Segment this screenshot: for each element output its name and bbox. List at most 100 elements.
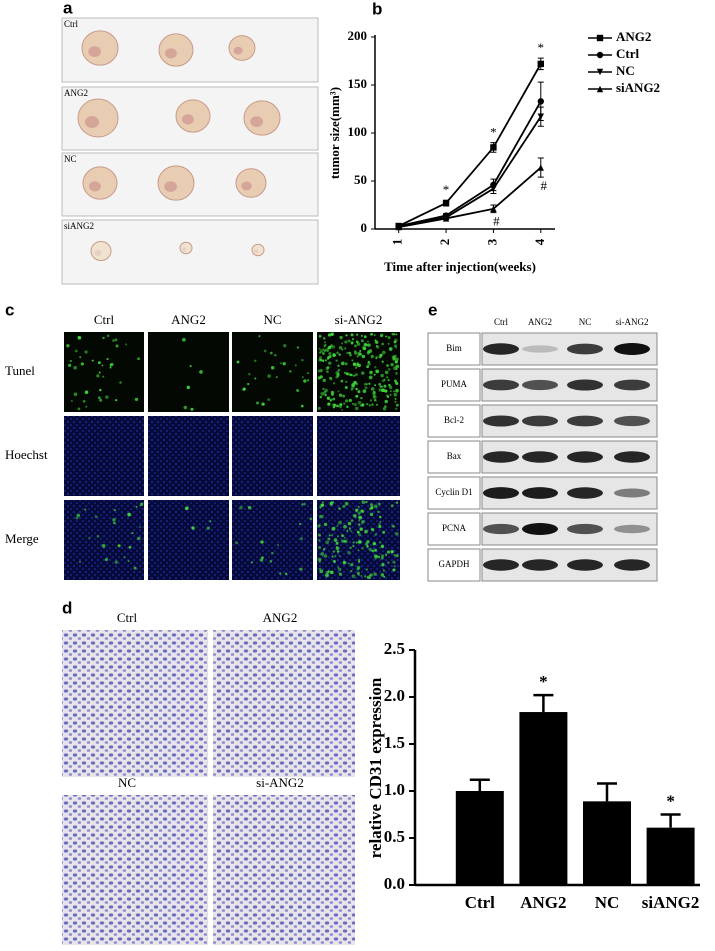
stain-dot bbox=[368, 404, 371, 407]
stain-dot bbox=[332, 560, 336, 563]
stain-dot bbox=[374, 384, 377, 387]
band bbox=[614, 524, 650, 534]
stain-dot bbox=[393, 392, 398, 397]
stain-dot bbox=[389, 390, 392, 393]
stain-dot bbox=[347, 339, 351, 343]
stain-dot bbox=[332, 353, 336, 357]
bar bbox=[519, 712, 568, 885]
stain-dot bbox=[369, 370, 373, 374]
stain-dot bbox=[319, 506, 322, 509]
stain-dot bbox=[256, 401, 260, 405]
stain-dot bbox=[347, 521, 352, 526]
stain-dot bbox=[395, 403, 399, 407]
stain-dot bbox=[337, 566, 340, 569]
stain-dot bbox=[380, 556, 384, 560]
stain-dot bbox=[332, 550, 335, 553]
tumor-spot bbox=[88, 181, 101, 192]
stain-dot bbox=[318, 567, 322, 571]
stain-dot bbox=[326, 370, 329, 374]
stain-dot bbox=[104, 558, 109, 562]
stain-dot bbox=[342, 394, 346, 398]
stain-dot bbox=[347, 562, 350, 565]
stain-dot bbox=[354, 373, 358, 377]
stain-dot bbox=[275, 376, 278, 379]
stain-dot bbox=[395, 333, 398, 336]
stain-dot bbox=[319, 514, 322, 518]
stain-dot bbox=[298, 522, 301, 526]
stain-dot bbox=[98, 396, 101, 400]
stain-dot bbox=[353, 514, 357, 518]
stain-dot bbox=[368, 349, 373, 353]
stain-dot bbox=[323, 554, 328, 558]
stain-dot bbox=[378, 355, 382, 359]
marker bbox=[490, 205, 497, 213]
stain-dot bbox=[99, 388, 102, 392]
stain-dot bbox=[329, 571, 332, 574]
stain-dot bbox=[342, 560, 347, 565]
stain-dot bbox=[366, 340, 369, 343]
stain-dot bbox=[395, 532, 399, 536]
band bbox=[614, 488, 650, 498]
stain-dot bbox=[344, 347, 347, 350]
column-label: si-ANG2 bbox=[335, 312, 383, 327]
row-label: Bax bbox=[447, 451, 462, 461]
stain-dot bbox=[342, 504, 346, 509]
series-line bbox=[398, 100, 542, 227]
micrograph bbox=[232, 500, 313, 580]
stain-dot bbox=[318, 533, 321, 537]
row-label: Tunel bbox=[5, 363, 35, 378]
stain-dot bbox=[368, 547, 372, 552]
stain-dot bbox=[338, 345, 343, 350]
stain-dot bbox=[115, 344, 119, 348]
tumor bbox=[228, 35, 256, 61]
stain-dot bbox=[134, 397, 139, 402]
stain-dot bbox=[337, 390, 340, 393]
marker bbox=[537, 60, 544, 68]
stain-dot bbox=[248, 372, 251, 376]
marker bbox=[537, 98, 544, 105]
stain-dot bbox=[127, 560, 130, 563]
band bbox=[522, 451, 558, 463]
panel-letter: e bbox=[428, 300, 437, 319]
stain-dot bbox=[353, 374, 355, 377]
stain-dot bbox=[283, 344, 287, 348]
stain-dot bbox=[379, 515, 382, 519]
ihc-image bbox=[62, 795, 208, 945]
row-label: Merge bbox=[5, 531, 39, 546]
stain-dot bbox=[279, 362, 282, 365]
label-box bbox=[427, 512, 481, 546]
bar bbox=[455, 791, 504, 885]
stain-dot bbox=[392, 357, 396, 361]
stain-dot bbox=[68, 363, 72, 367]
stain-dot bbox=[360, 574, 363, 577]
stain-dot bbox=[182, 337, 186, 342]
stain-dot bbox=[123, 556, 126, 559]
stain-dot bbox=[378, 523, 380, 525]
row-label: PCNA bbox=[442, 523, 467, 533]
stain-dot bbox=[289, 370, 292, 373]
stain-dot bbox=[364, 529, 368, 534]
stain-dot bbox=[395, 554, 399, 558]
stain-dot bbox=[356, 530, 360, 534]
stain-dot bbox=[364, 386, 368, 390]
stain-dot bbox=[299, 567, 303, 571]
band bbox=[614, 379, 650, 391]
stain-dot bbox=[274, 353, 277, 357]
panel-a: a bbox=[63, 0, 73, 17]
tumor-spot bbox=[164, 181, 177, 193]
stain-dot bbox=[358, 519, 361, 522]
stain-dot bbox=[394, 354, 397, 357]
marker bbox=[596, 85, 604, 93]
stain-dot bbox=[320, 391, 325, 396]
y-tick-label: 2.0 bbox=[384, 686, 405, 705]
stain-dot bbox=[348, 398, 352, 403]
stain-dot bbox=[393, 340, 397, 344]
stain-dot bbox=[357, 540, 362, 544]
tumor-spot bbox=[85, 116, 99, 128]
stain-dot bbox=[395, 372, 398, 375]
stain-dot bbox=[135, 505, 138, 508]
stain-dot bbox=[332, 501, 335, 504]
stain-dot bbox=[373, 334, 376, 337]
stain-dot bbox=[235, 541, 239, 545]
